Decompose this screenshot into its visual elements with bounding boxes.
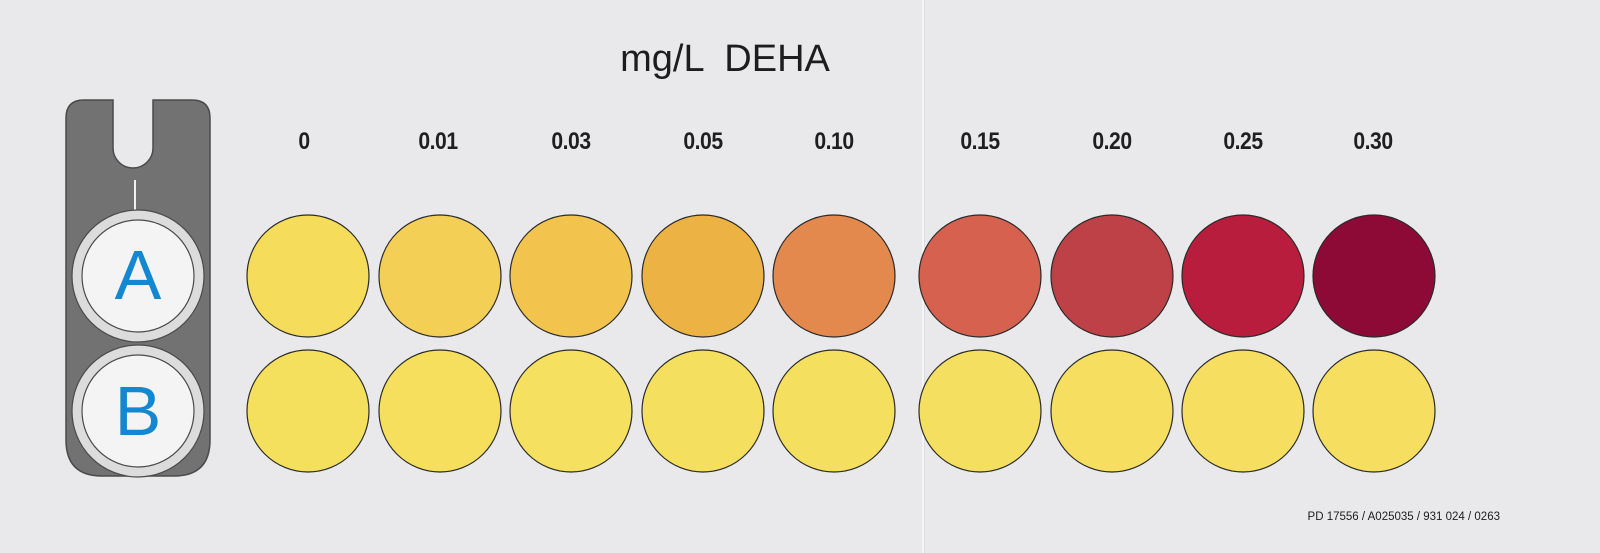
swatch-a-0.10 [772,214,896,338]
concentration-label: 0 [298,128,310,155]
swatch-b-0.10 [772,349,896,473]
concentration-label: 0.25 [1223,128,1263,155]
concentration-label: 0.01 [418,128,458,155]
swatch-a-0.25 [1181,214,1305,338]
swatch-b-0.25 [1181,349,1305,473]
swatch-b-0.15 [918,349,1042,473]
swatch-a-0.15 [918,214,1042,338]
swatch-a-0.05 [641,214,765,338]
swatch-a-0.30 [1312,214,1436,338]
cuvette-window-b [81,354,195,468]
swatch-b-0.20 [1050,349,1174,473]
concentration-label: 0.10 [814,128,854,155]
concentration-label: 0.03 [551,128,591,155]
cuvette-holder [65,99,211,478]
concentration-label: 0.05 [683,128,723,155]
swatch-b-0.03 [509,349,633,473]
concentration-label: 0.15 [960,128,1000,155]
concentration-label: 0.30 [1353,128,1393,155]
color-swatches [246,214,1436,473]
cuvette-window-a [81,219,195,333]
cuvette-label-b: B [114,372,162,450]
swatch-a-0.20 [1050,214,1174,338]
swatch-a-0 [246,214,370,338]
swatch-b-0 [246,349,370,473]
swatch-b-0.05 [641,349,765,473]
concentration-label: 0.20 [1092,128,1132,155]
swatch-a-0.03 [509,214,633,338]
product-code: PD 17556 / A025035 / 931 024 / 0263 [1307,511,1500,523]
cuvette-label-a: A [114,236,162,314]
unit-title: mg/L DEHA [620,38,830,80]
swatch-a-0.01 [378,214,502,338]
swatch-b-0.30 [1312,349,1436,473]
swatch-b-0.01 [378,349,502,473]
